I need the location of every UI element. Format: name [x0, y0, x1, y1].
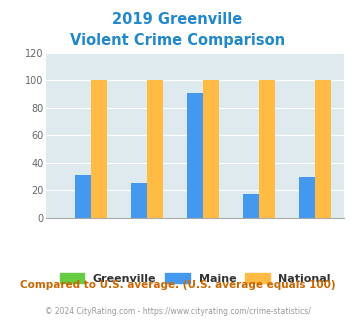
- Bar: [259, 80, 275, 218]
- Bar: [203, 80, 219, 218]
- Bar: [131, 183, 147, 218]
- Text: © 2024 CityRating.com - https://www.cityrating.com/crime-statistics/: © 2024 CityRating.com - https://www.city…: [45, 307, 310, 316]
- Text: 2019 Greenville: 2019 Greenville: [113, 12, 242, 26]
- Bar: [75, 175, 91, 218]
- Text: Compared to U.S. average. (U.S. average equals 100): Compared to U.S. average. (U.S. average …: [20, 280, 335, 290]
- Bar: [91, 80, 107, 218]
- Bar: [299, 177, 315, 218]
- Legend: Greenville, Maine, National: Greenville, Maine, National: [60, 273, 331, 283]
- Bar: [147, 80, 163, 218]
- Bar: [244, 194, 259, 218]
- Text: Violent Crime Comparison: Violent Crime Comparison: [70, 33, 285, 48]
- Bar: [315, 80, 331, 218]
- Bar: [187, 93, 203, 218]
